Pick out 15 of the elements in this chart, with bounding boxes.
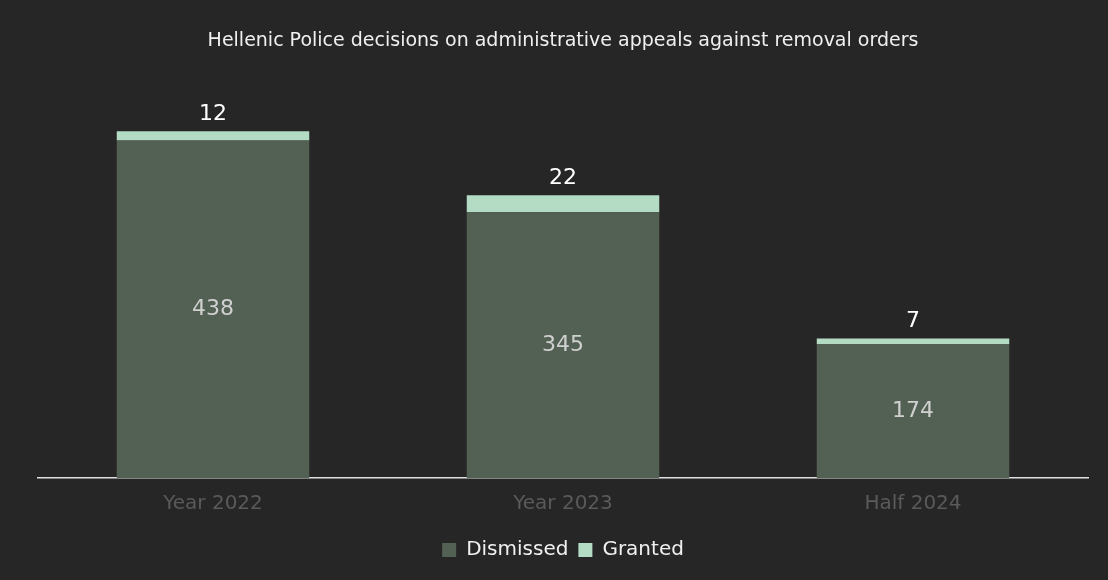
chart-title: Hellenic Police decisions on administrative appeals against removal orders: [207, 28, 919, 51]
legend-label: Granted: [602, 536, 684, 561]
data-label: 345: [542, 330, 584, 356]
bar: [816, 343, 1010, 478]
bar: [466, 212, 660, 478]
bar: [116, 140, 310, 478]
data-label: 12: [199, 100, 227, 126]
bar: [816, 338, 1010, 344]
bar: [116, 131, 310, 141]
bar: [466, 195, 660, 213]
data-label: 438: [192, 295, 234, 320]
data-label: 22: [549, 163, 577, 189]
data-label: 174: [892, 396, 934, 422]
data-label: 7: [906, 307, 920, 333]
legend-label: Dismissed: [466, 536, 569, 561]
